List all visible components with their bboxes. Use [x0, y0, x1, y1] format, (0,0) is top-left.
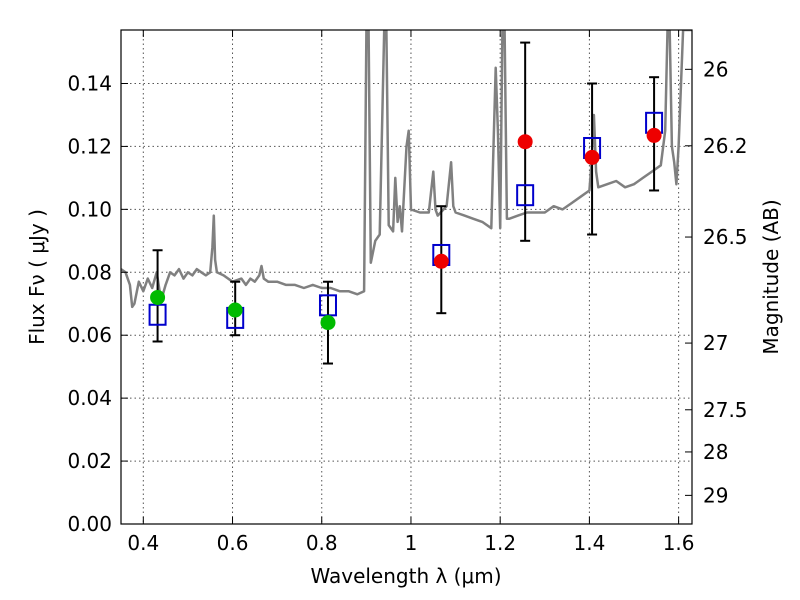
y2-tick-label: 28 — [703, 440, 728, 464]
y-tick-label: 0.14 — [67, 71, 112, 95]
y2-axis-title: Magnitude (AB) — [759, 199, 783, 354]
y2-tick-label: 27 — [703, 331, 728, 355]
observed-circle-marker — [227, 302, 243, 318]
data-markers — [148, 111, 664, 331]
x-tick-label: 0.6 — [217, 531, 249, 555]
error-bars — [152, 41, 660, 365]
y2-axis-ticks: 26 26.2 26.5 27 27.5 28 29 — [685, 57, 748, 507]
y-tick-label: 0.06 — [67, 323, 112, 347]
x-tick-label: 0.8 — [306, 531, 338, 555]
x-tick-label: 1 — [405, 531, 418, 555]
y2-tick-label: 27.5 — [703, 398, 748, 422]
x-tick-label: 1.2 — [484, 531, 516, 555]
spectrum-path — [121, 30, 692, 309]
observed-circle-marker — [433, 253, 449, 269]
observed-circle-marker — [320, 315, 336, 331]
x-axis-title: Wavelength λ (μm) — [310, 564, 501, 588]
observed-circle-marker — [646, 127, 662, 143]
y-axis-title: Flux Fν ( μJy ) — [25, 209, 49, 345]
y2-tick-label: 29 — [703, 483, 728, 507]
x-tick-label: 1.4 — [573, 531, 605, 555]
grid — [121, 30, 692, 525]
y2-tick-label: 26 — [703, 57, 728, 81]
observed-circle-marker — [584, 149, 600, 165]
observed-circle-marker — [517, 134, 533, 150]
y-tick-label: 0.04 — [67, 386, 112, 410]
y-tick-label: 0.00 — [67, 512, 112, 536]
y-axis-ticks: 0.00 0.02 0.04 0.06 0.08 0.10 0.12 0.14 — [67, 71, 128, 536]
observed-circle-marker — [150, 289, 166, 305]
y2-tick-label: 26.5 — [703, 225, 748, 249]
x-axis-ticks: 0.4 0.6 0.8 1 1.2 1.4 1.6 — [127, 30, 695, 555]
y-tick-label: 0.02 — [67, 449, 112, 473]
y-tick-label: 0.10 — [67, 197, 112, 221]
plot-frame — [120, 29, 693, 525]
spectrum-line — [121, 30, 692, 309]
y-tick-label: 0.12 — [67, 134, 112, 158]
x-tick-label: 1.6 — [663, 531, 695, 555]
y2-tick-label: 26.2 — [703, 134, 748, 158]
model-square-marker — [516, 184, 535, 207]
y-tick-label: 0.08 — [67, 260, 112, 284]
x-tick-label: 0.4 — [127, 531, 159, 555]
